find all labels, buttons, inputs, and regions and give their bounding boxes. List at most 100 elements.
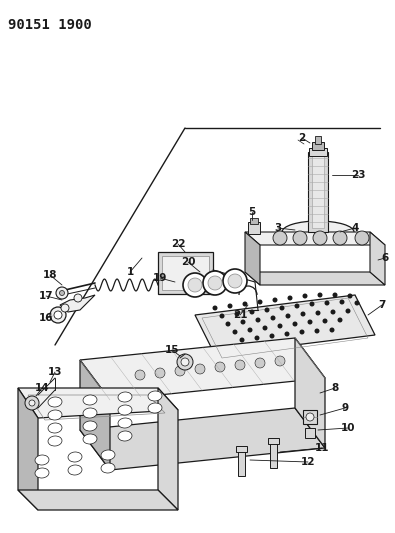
Text: 13: 13 bbox=[48, 367, 62, 377]
Circle shape bbox=[295, 303, 299, 309]
Ellipse shape bbox=[118, 431, 132, 441]
Polygon shape bbox=[245, 232, 385, 245]
Polygon shape bbox=[158, 388, 178, 510]
Bar bbox=[315, 136, 321, 144]
Circle shape bbox=[355, 231, 369, 245]
Circle shape bbox=[255, 358, 265, 368]
Circle shape bbox=[208, 276, 222, 290]
Circle shape bbox=[301, 311, 305, 317]
Circle shape bbox=[329, 327, 335, 333]
Circle shape bbox=[299, 329, 305, 335]
Circle shape bbox=[275, 356, 285, 366]
Circle shape bbox=[254, 335, 260, 341]
Circle shape bbox=[258, 300, 263, 304]
Text: 90151 1900: 90151 1900 bbox=[8, 18, 92, 32]
Circle shape bbox=[316, 311, 320, 316]
Polygon shape bbox=[80, 338, 325, 400]
Circle shape bbox=[256, 318, 260, 322]
Circle shape bbox=[339, 300, 344, 304]
Bar bbox=[238, 448, 245, 476]
Circle shape bbox=[223, 269, 247, 293]
Circle shape bbox=[250, 310, 254, 314]
Bar bbox=[158, 252, 213, 294]
Bar bbox=[236, 446, 247, 452]
Bar bbox=[268, 438, 279, 444]
Circle shape bbox=[322, 319, 327, 324]
Text: 10: 10 bbox=[341, 423, 355, 433]
Circle shape bbox=[226, 321, 231, 327]
Bar bbox=[309, 148, 327, 156]
Bar bbox=[303, 410, 317, 424]
Circle shape bbox=[50, 307, 66, 323]
Circle shape bbox=[286, 313, 290, 319]
Text: 4: 4 bbox=[351, 223, 359, 233]
Circle shape bbox=[248, 327, 252, 333]
Circle shape bbox=[228, 274, 242, 288]
Circle shape bbox=[243, 302, 248, 306]
Text: 17: 17 bbox=[39, 291, 53, 301]
Circle shape bbox=[239, 337, 245, 343]
Bar bbox=[248, 222, 260, 234]
Text: 7: 7 bbox=[378, 300, 386, 310]
Polygon shape bbox=[370, 232, 385, 285]
Ellipse shape bbox=[48, 436, 62, 446]
Text: 22: 22 bbox=[171, 239, 185, 249]
Circle shape bbox=[333, 293, 337, 297]
Circle shape bbox=[310, 302, 314, 306]
Circle shape bbox=[183, 273, 207, 297]
Circle shape bbox=[155, 368, 165, 378]
Text: 2: 2 bbox=[298, 133, 306, 143]
Bar bbox=[308, 152, 328, 232]
Ellipse shape bbox=[83, 408, 97, 418]
Text: 20: 20 bbox=[181, 257, 195, 267]
Circle shape bbox=[313, 231, 327, 245]
Text: 14: 14 bbox=[35, 383, 49, 393]
Ellipse shape bbox=[35, 468, 49, 478]
Circle shape bbox=[228, 303, 233, 309]
Circle shape bbox=[56, 287, 68, 299]
Circle shape bbox=[273, 297, 278, 303]
Ellipse shape bbox=[83, 395, 97, 405]
Polygon shape bbox=[80, 360, 110, 470]
Text: 9: 9 bbox=[341, 403, 348, 413]
Circle shape bbox=[135, 370, 145, 380]
Circle shape bbox=[265, 308, 269, 312]
Ellipse shape bbox=[101, 450, 115, 460]
Ellipse shape bbox=[83, 421, 97, 431]
Circle shape bbox=[348, 294, 352, 298]
Circle shape bbox=[293, 321, 297, 327]
Ellipse shape bbox=[148, 403, 162, 413]
Text: 18: 18 bbox=[43, 270, 57, 280]
Circle shape bbox=[346, 309, 350, 313]
Ellipse shape bbox=[35, 455, 49, 465]
Circle shape bbox=[235, 360, 245, 370]
Circle shape bbox=[177, 354, 193, 370]
Circle shape bbox=[303, 294, 307, 298]
Circle shape bbox=[215, 362, 225, 372]
Circle shape bbox=[307, 319, 312, 325]
Ellipse shape bbox=[118, 392, 132, 402]
Circle shape bbox=[61, 304, 69, 312]
Bar bbox=[270, 440, 277, 468]
Polygon shape bbox=[18, 388, 38, 510]
Text: 19: 19 bbox=[153, 273, 167, 283]
Ellipse shape bbox=[48, 410, 62, 420]
Ellipse shape bbox=[118, 418, 132, 428]
Circle shape bbox=[288, 295, 293, 301]
Circle shape bbox=[280, 305, 284, 311]
Circle shape bbox=[74, 294, 82, 302]
Polygon shape bbox=[245, 272, 385, 285]
Circle shape bbox=[235, 311, 239, 317]
Circle shape bbox=[331, 310, 335, 314]
Circle shape bbox=[333, 231, 347, 245]
Circle shape bbox=[213, 305, 218, 311]
Circle shape bbox=[241, 319, 246, 325]
Circle shape bbox=[325, 301, 329, 305]
Circle shape bbox=[60, 290, 64, 295]
Circle shape bbox=[220, 313, 224, 319]
Text: 3: 3 bbox=[275, 223, 282, 233]
Circle shape bbox=[293, 231, 307, 245]
Polygon shape bbox=[80, 408, 325, 470]
Polygon shape bbox=[60, 295, 95, 312]
Polygon shape bbox=[18, 388, 178, 418]
